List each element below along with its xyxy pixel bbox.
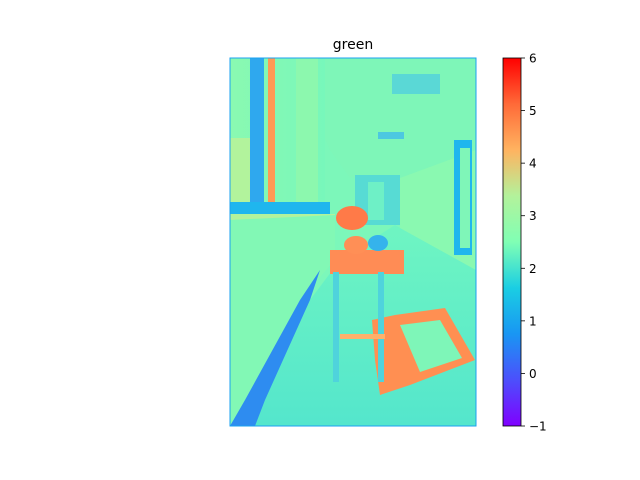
colorbar-tick-label: 0 xyxy=(529,367,537,381)
heatmap-frame xyxy=(229,57,477,427)
colorbar-tick-label: −1 xyxy=(529,420,547,434)
colorbar-tick-label: 2 xyxy=(529,262,537,276)
heatmap-image xyxy=(230,58,476,426)
colorbar-tick-label: 3 xyxy=(529,209,537,223)
colorbar-tick-label: 5 xyxy=(529,104,537,118)
colorbar-frame xyxy=(502,57,522,427)
colorbar-gradient xyxy=(503,58,521,426)
colorbar-tick-label: 4 xyxy=(529,157,537,171)
chart-title: green xyxy=(333,37,373,53)
colorbar-tick-label: 1 xyxy=(529,314,537,328)
colorbar-ticks: −1 0 1 2 3 4 5 6 xyxy=(521,52,547,434)
colorbar: −1 0 1 2 3 4 5 6 xyxy=(502,52,547,434)
colorbar-tick-label: 6 xyxy=(529,52,537,66)
